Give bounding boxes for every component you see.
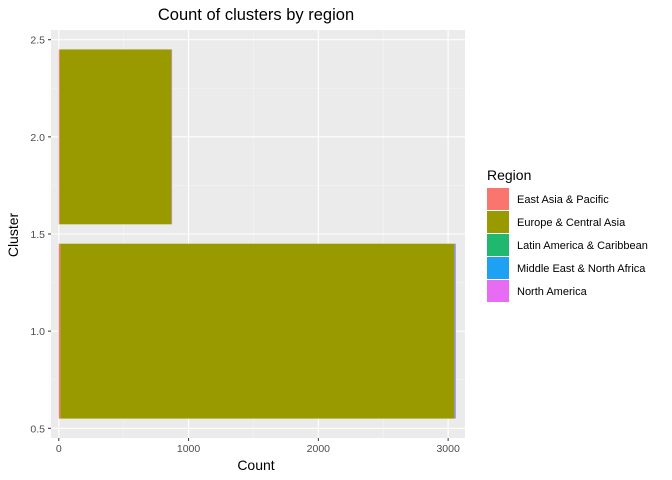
x-tick-label: 3000 <box>436 443 460 455</box>
x-tick-label: 2000 <box>307 443 331 455</box>
legend-key-north-america <box>487 280 509 302</box>
x-axis: 0 1000 2000 3000 <box>56 438 460 455</box>
y-axis-title: Cluster <box>5 212 21 257</box>
bar-cluster-1-east-asia-pacific <box>58 243 61 419</box>
legend: Region East Asia & Pacific Europe & Centr… <box>487 167 648 302</box>
legend-key-latin-america-caribbean <box>487 234 509 256</box>
legend-label: Europe & Central Asia <box>517 217 626 229</box>
x-axis-title: Count <box>237 457 274 473</box>
bar-cluster-1-middle-east-north-africa <box>454 243 456 419</box>
legend-label: Latin America & Caribbean <box>517 240 648 252</box>
legend-label: East Asia & Pacific <box>517 194 609 206</box>
y-tick-label: 2.0 <box>30 132 45 144</box>
chart-title: Count of clusters by region <box>158 6 354 24</box>
legend-label: Middle East & North Africa <box>517 263 646 275</box>
legend-key-east-asia-pacific <box>487 188 509 210</box>
bar-cluster-2-europe-central-asia <box>59 49 172 225</box>
y-tick-label: 2.5 <box>30 35 45 47</box>
y-axis: 0.5 1.0 1.5 2.0 2.5 <box>30 35 51 435</box>
x-tick-label: 1000 <box>177 443 201 455</box>
y-tick-label: 0.5 <box>30 423 45 435</box>
legend-key-europe-central-asia <box>487 211 509 233</box>
bar-cluster-2-east-asia-pacific <box>58 49 60 225</box>
y-tick-label: 1.0 <box>30 326 45 338</box>
x-tick-label: 0 <box>56 443 62 455</box>
legend-title: Region <box>487 167 531 183</box>
legend-label: North America <box>517 286 588 298</box>
bar-cluster-1-north-america <box>455 243 456 419</box>
bar-cluster-1-europe-central-asia <box>60 243 455 419</box>
y-tick-label: 1.5 <box>30 229 45 241</box>
legend-key-middle-east-north-africa <box>487 257 509 279</box>
plot-panel <box>51 30 465 438</box>
